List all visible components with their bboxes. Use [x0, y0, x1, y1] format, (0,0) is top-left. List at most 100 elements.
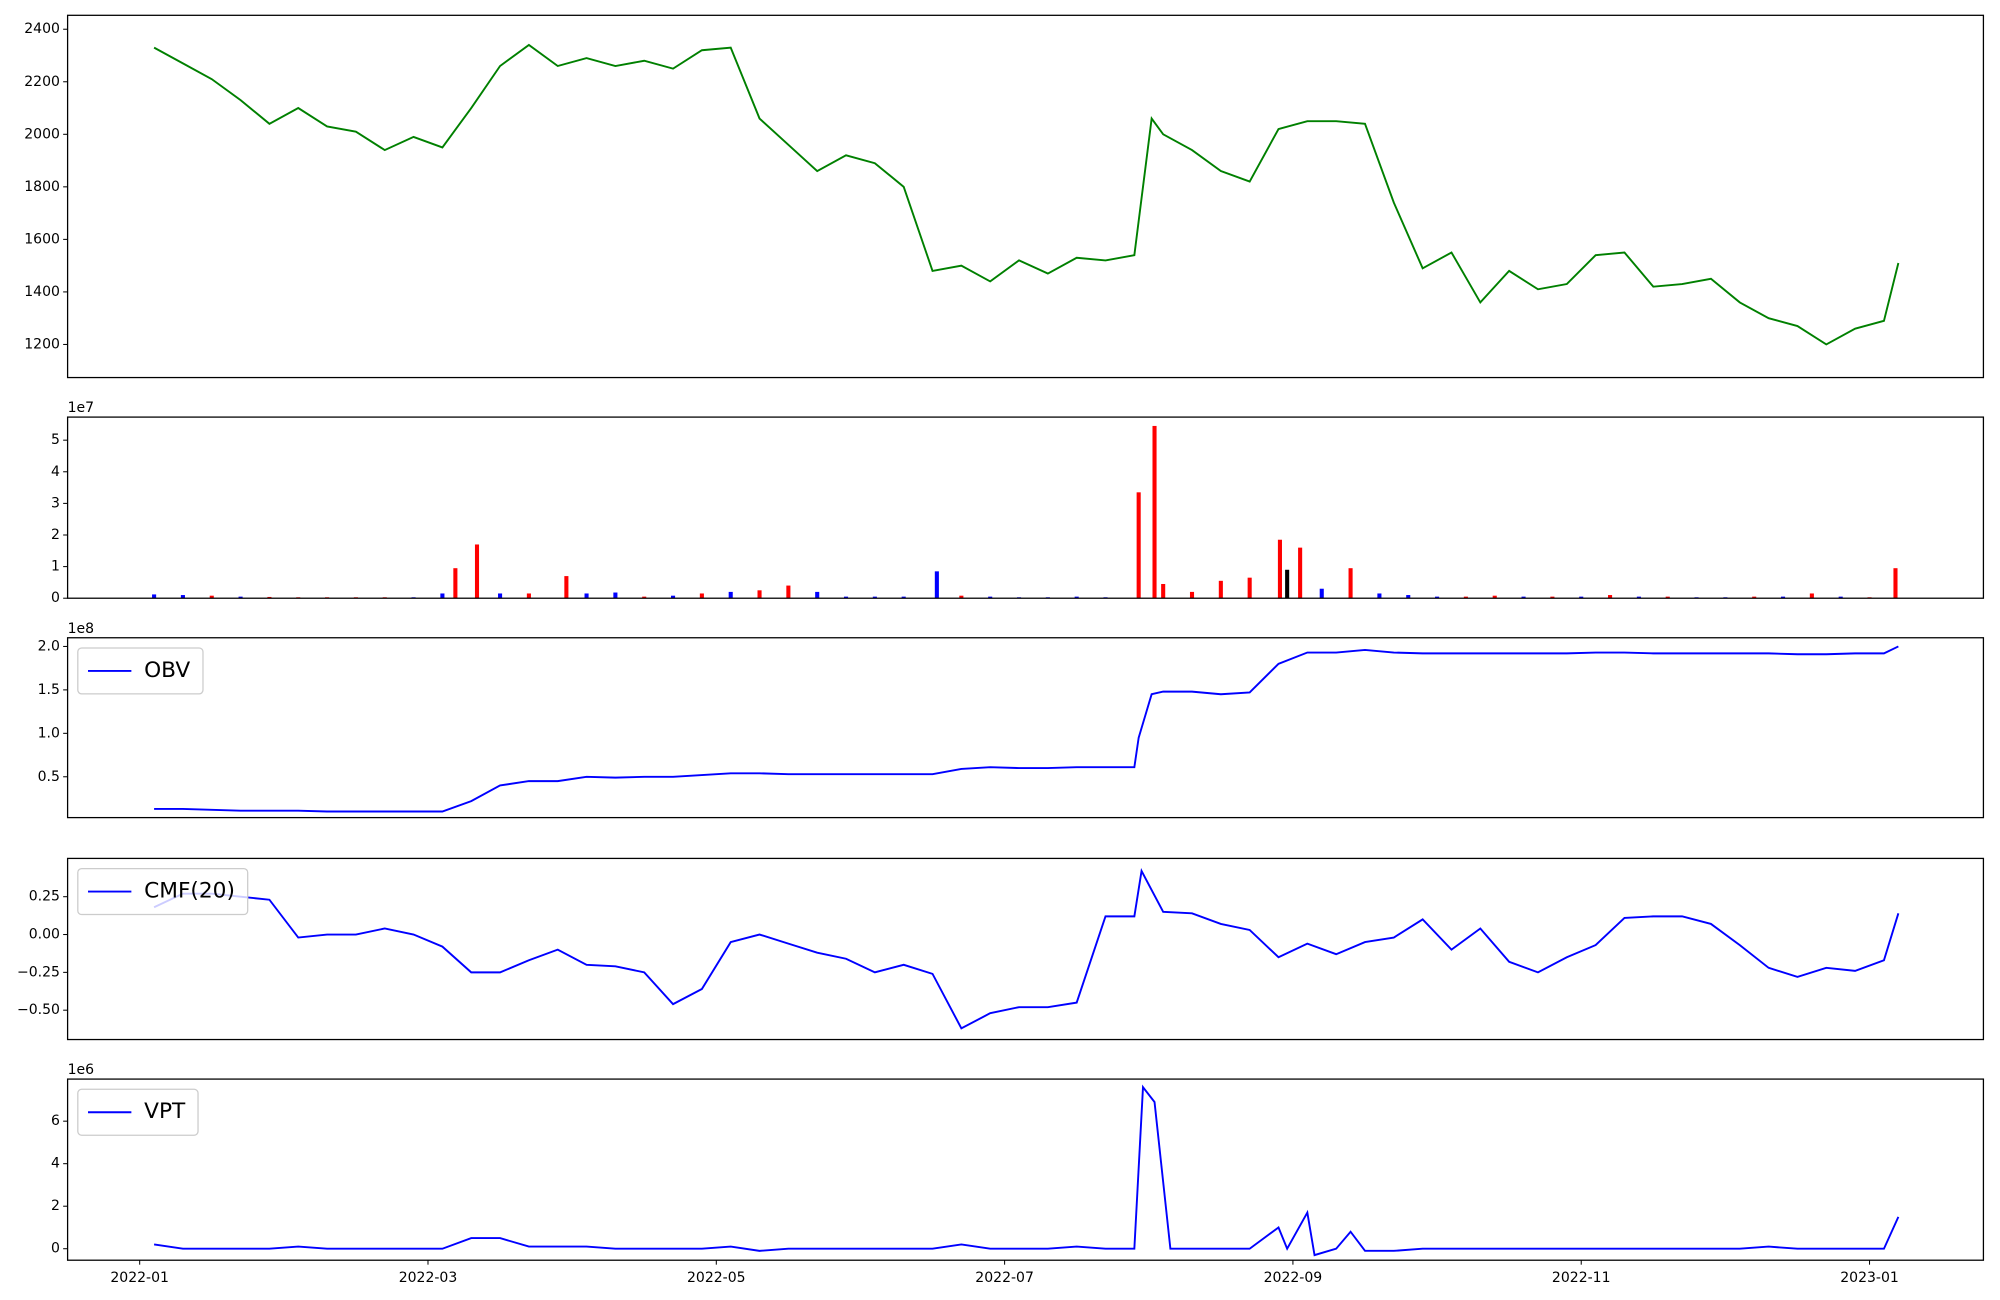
- x-tick-label: 2022-01: [110, 1270, 169, 1286]
- bar: [1319, 588, 1324, 599]
- x-tick-label: 2022-05: [687, 1270, 746, 1286]
- line: [153, 43, 1900, 346]
- bar: [642, 596, 647, 599]
- legend-box: [77, 647, 204, 695]
- x-tick-label: 2023-01: [1840, 1270, 1899, 1286]
- y-tick-label: 1.5: [38, 682, 60, 698]
- bar: [1550, 596, 1555, 599]
- bar: [1435, 596, 1440, 599]
- bar: [728, 591, 733, 599]
- y-tick-label: 1: [51, 559, 60, 575]
- bar: [1152, 425, 1157, 599]
- plot-area: [153, 1084, 1900, 1257]
- bar: [453, 568, 458, 599]
- y-tick-label: 1200: [24, 336, 60, 352]
- panel: 1200 1400 1600 1800 2000 2200 2400: [24, 14, 1985, 379]
- y-tick-label: 0.25: [29, 889, 60, 905]
- bar: [671, 595, 676, 599]
- legend: VPT: [77, 1088, 199, 1136]
- bar: [1406, 595, 1411, 599]
- bar: [1636, 596, 1641, 599]
- panel: 0 2 4 6 2022-01 2022-03 2022-05 2022-07 2022-09 2…: [51, 1062, 1985, 1286]
- y-tick-label: 2200: [24, 74, 60, 90]
- bar: [959, 595, 964, 599]
- x-tick-label: 2022-11: [1552, 1270, 1611, 1286]
- y-tick-label: 0: [51, 590, 60, 606]
- bar: [1521, 596, 1526, 599]
- bar: [757, 590, 762, 599]
- y-tick-label: 3: [51, 495, 60, 511]
- panel: 0.5 1.0 1.5 2.0 1e8 OBV: [38, 621, 1985, 819]
- y-tick-label: 2: [51, 527, 60, 543]
- plot-area: [153, 868, 1900, 1030]
- bar: [843, 596, 849, 599]
- bar: [1218, 580, 1223, 599]
- axes-frame: [66, 14, 1985, 379]
- bar: [934, 571, 939, 599]
- y-tick-label: −0.25: [17, 964, 60, 980]
- bar: [1838, 596, 1843, 599]
- bar: [1161, 583, 1166, 599]
- legend-label: CMF(20): [144, 879, 235, 904]
- bar: [1285, 569, 1290, 599]
- y-tick-label: 4: [51, 1156, 60, 1172]
- bar: [1608, 595, 1613, 599]
- bar: [1752, 596, 1757, 599]
- bar: [872, 596, 877, 599]
- bar: [1377, 593, 1382, 599]
- x-tick-label: 2022-07: [975, 1270, 1034, 1286]
- y-tick-label: −0.50: [17, 1002, 60, 1018]
- y-tick-label: 2000: [24, 126, 60, 142]
- bar: [1781, 596, 1786, 599]
- axis-offset-label: 1e7: [68, 400, 94, 416]
- bar: [1247, 577, 1252, 599]
- y-tick-label: 0: [51, 1241, 60, 1257]
- y-tick-label: 4: [51, 464, 60, 480]
- bar: [1277, 539, 1282, 599]
- axes-frame: [66, 637, 1985, 819]
- bar: [584, 593, 589, 599]
- bar: [1665, 596, 1670, 599]
- bar: [1074, 596, 1079, 599]
- y-tick-label: 2400: [24, 21, 60, 37]
- bar: [474, 544, 480, 599]
- bar: [209, 595, 214, 599]
- bar: [152, 594, 157, 599]
- legend-label: VPT: [144, 1099, 186, 1124]
- panel: 0 1 2 3 4 5 1e7: [51, 400, 1985, 606]
- bar: [699, 593, 704, 599]
- bar: [1298, 547, 1303, 599]
- bar: [815, 591, 820, 599]
- bar: [180, 595, 185, 599]
- bar: [1809, 593, 1814, 599]
- bar: [1893, 568, 1898, 599]
- y-tick-label: 1400: [24, 284, 60, 300]
- bar: [1492, 595, 1497, 599]
- legend-box: [77, 1088, 199, 1136]
- x-tick-label: 2022-03: [399, 1270, 458, 1286]
- bar: [238, 596, 243, 599]
- y-tick-label: 6: [51, 1113, 60, 1129]
- bar: [1579, 596, 1584, 599]
- y-tick-label: 0.00: [29, 927, 60, 943]
- legend: CMF(20): [77, 867, 249, 916]
- bar: [1463, 596, 1468, 599]
- bar: [440, 593, 445, 599]
- axes-frame: [66, 857, 1985, 1041]
- axes-frame: [66, 416, 1985, 599]
- legend-box: [77, 867, 249, 916]
- plot-area: [154, 645, 1899, 813]
- legend-label: OBV: [144, 658, 190, 683]
- y-tick-label: 2.0: [38, 638, 60, 654]
- plot-area: [152, 425, 1898, 599]
- x-tick-label: 2022-09: [1264, 1270, 1323, 1286]
- bar: [564, 576, 569, 599]
- legend: OBV: [77, 647, 204, 695]
- bar: [988, 596, 993, 599]
- axis-offset-label: 1e6: [68, 1062, 95, 1078]
- line: [153, 1084, 1900, 1257]
- y-tick-label: 2: [51, 1198, 60, 1214]
- bar: [1348, 568, 1353, 599]
- line: [153, 868, 1900, 1030]
